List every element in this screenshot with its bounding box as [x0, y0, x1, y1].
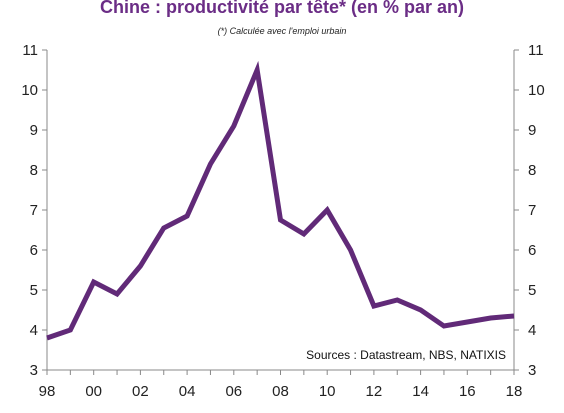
y-tick-label-right: 11 [528, 42, 544, 59]
x-tick-label: 04 [179, 383, 196, 400]
y-tick-label-right: 3 [528, 362, 536, 379]
y-tick-label-right: 7 [528, 202, 536, 219]
y-axis-left: 3 4 5 6 7 8 9 10 11 [21, 42, 47, 379]
x-tick-label: 16 [459, 383, 476, 400]
chart-subtitle: (*) Calculée avec l'emploi urbain [217, 26, 347, 36]
x-tick-label: 14 [412, 383, 429, 400]
y-tick-label-right: 10 [528, 82, 545, 99]
y-tick-label-left: 3 [30, 362, 38, 379]
y-tick-label-right: 6 [528, 242, 536, 259]
y-tick-label-left: 11 [22, 42, 38, 59]
y-tick-label-left: 10 [21, 82, 38, 99]
x-tick-label: 12 [366, 383, 383, 400]
y-axis-right: 3 4 5 6 7 8 9 10 11 [514, 42, 545, 379]
y-tick-label-right: 9 [528, 122, 536, 139]
y-tick-label-left: 9 [30, 122, 38, 139]
y-tick-label-right: 5 [528, 282, 536, 299]
y-tick-label-left: 7 [30, 202, 38, 219]
y-tick-label-left: 6 [30, 242, 38, 259]
source-note: Sources : Datastream, NBS, NATIXIS [306, 348, 506, 362]
series-group [46, 60, 515, 341]
x-axis: 98 00 02 04 06 08 10 12 14 16 18 [39, 370, 523, 400]
x-tick-label: 02 [132, 383, 149, 400]
y-tick-label-left: 5 [30, 282, 38, 299]
x-tick-label: 08 [272, 383, 289, 400]
x-tick-label: 00 [85, 383, 102, 400]
chart-title: Chine : productivité par tête* (en % par… [99, 0, 465, 17]
x-tick-label: 10 [319, 383, 336, 400]
y-tick-label-right: 4 [528, 322, 536, 339]
x-tick-label: 06 [225, 383, 242, 400]
x-tick-label: 98 [39, 383, 56, 400]
y-tick-label-left: 8 [30, 162, 38, 179]
y-tick-label-left: 4 [30, 322, 38, 339]
y-tick-label-right: 8 [528, 162, 536, 179]
x-tick-label: 18 [506, 383, 523, 400]
productivity-line [46, 60, 515, 341]
